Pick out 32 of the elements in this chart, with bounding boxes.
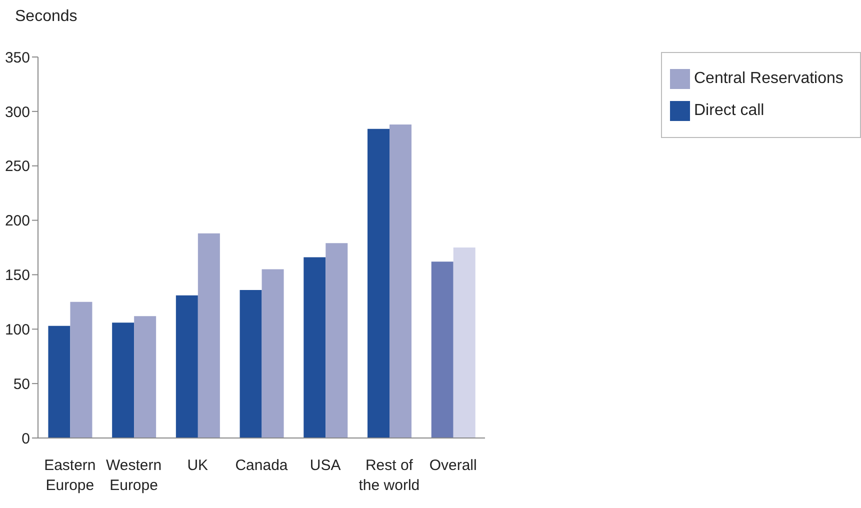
bar (70, 302, 92, 438)
bar (326, 243, 348, 438)
legend-label: Central Reservations (694, 70, 844, 87)
x-tick-label: Rest of the world (358, 457, 420, 494)
bar (453, 248, 476, 438)
bar (304, 257, 326, 438)
bar (262, 269, 284, 438)
y-axis-title: Seconds (15, 8, 78, 26)
bar (48, 326, 70, 438)
bar (390, 124, 412, 438)
bar (134, 316, 156, 438)
y-tick-label: 150 (4, 267, 30, 284)
bar (368, 128, 390, 438)
x-tick-label: Eastern Europe (44, 457, 96, 494)
y-tick-label: 350 (4, 49, 30, 66)
y-tick-label: 0 (22, 430, 30, 448)
x-tick-label: Western Europe (106, 457, 162, 494)
y-tick-label: 50 (13, 376, 30, 393)
y-tick-label: 300 (4, 104, 30, 121)
x-tick-label: USA (310, 457, 341, 474)
bar (112, 322, 134, 438)
bar (431, 262, 454, 438)
bar (176, 295, 198, 438)
x-tick-label: Overall (429, 457, 477, 474)
x-tick-label: Canada (235, 457, 288, 474)
x-tick-label: UK (187, 457, 208, 474)
legend-label: Direct call (694, 102, 764, 119)
y-tick-label: 100 (4, 321, 30, 338)
bar (240, 290, 262, 438)
y-tick-label: 250 (4, 158, 30, 176)
y-tick-label: 200 (4, 212, 30, 230)
bar (198, 233, 220, 438)
